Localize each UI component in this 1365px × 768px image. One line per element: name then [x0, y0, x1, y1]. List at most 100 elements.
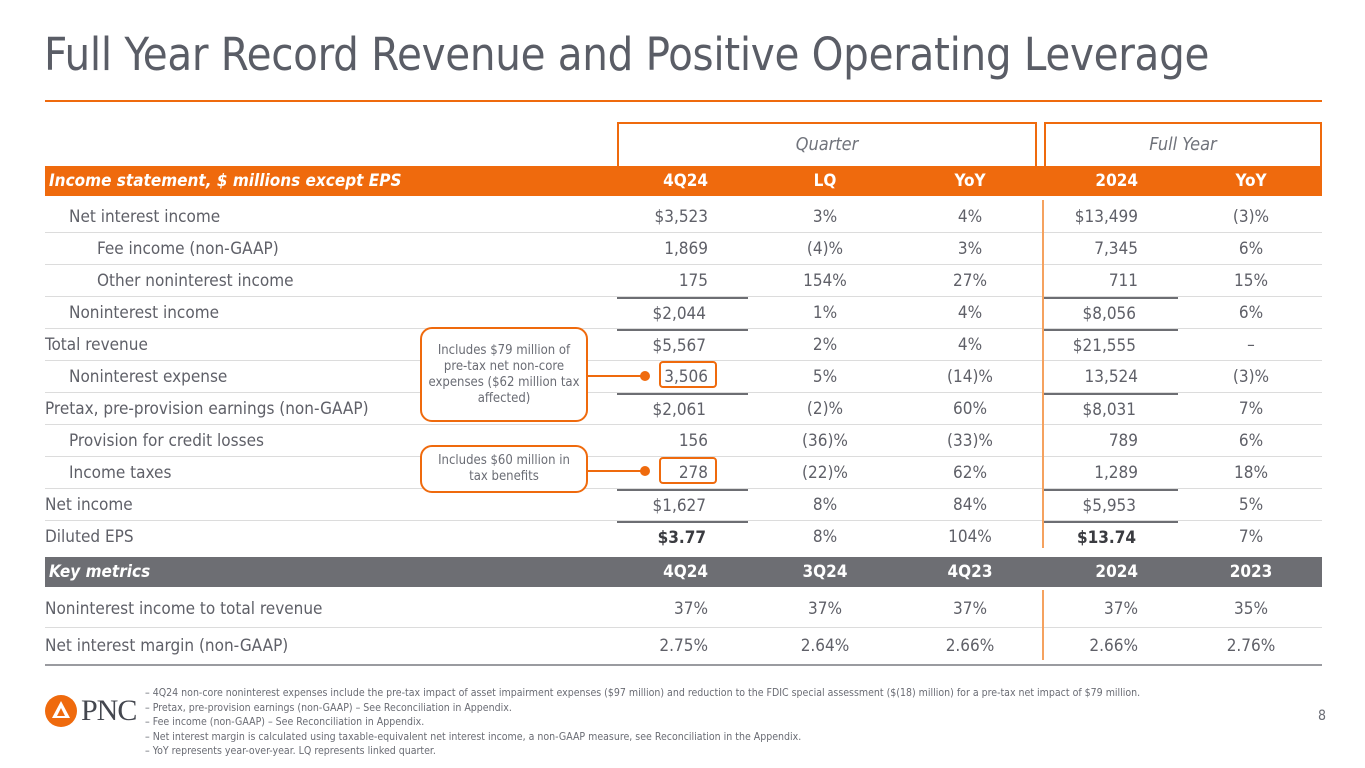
cell-value: $2,044	[617, 297, 748, 328]
cell-value: 1,289	[1094, 462, 1138, 483]
cell-value: $3,523	[654, 206, 709, 227]
row-label: Income taxes	[69, 462, 172, 483]
cell-value: 3,506	[664, 366, 708, 387]
cell-value: $13.74	[1042, 521, 1178, 553]
row-label: Pretax, pre-provision earnings (non-GAAP…	[45, 398, 369, 419]
row-label: Total revenue	[45, 334, 148, 355]
header-4q24: 4Q24	[663, 562, 708, 582]
cell-value: 4%	[957, 302, 983, 323]
cell-value: 6%	[1238, 430, 1264, 451]
table-row: Income taxes 278 (22)% 62% 1,289 18%	[45, 457, 1322, 489]
cell-value: 37%	[953, 598, 987, 619]
header-lq: LQ	[813, 171, 837, 191]
cell-value: 60%	[953, 398, 987, 419]
cell-value: 175	[678, 270, 708, 291]
header-label: Key metrics	[49, 562, 151, 582]
header-2024: 2024	[1095, 171, 1138, 191]
callout-income-taxes: Includes $60 million in tax benefits	[420, 445, 588, 493]
cell-value: 2.75%	[659, 636, 708, 656]
page-number: 8	[1318, 708, 1327, 724]
header-4q23: 4Q23	[947, 562, 993, 582]
table-row: Provision for credit losses 156 (36)% (33)%…	[45, 425, 1322, 457]
callout-dot	[640, 371, 650, 381]
cell-value: –	[1247, 334, 1255, 355]
cell-value: (2)%	[806, 398, 844, 419]
cell-value: 6%	[1238, 238, 1264, 259]
row-label: Net income	[45, 494, 133, 515]
cell-value: (3)%	[1232, 366, 1270, 387]
row-label: Diluted EPS	[45, 527, 134, 547]
quarter-group-label: Quarter	[617, 122, 1037, 166]
full-year-group-label: Full Year	[1044, 122, 1322, 166]
cell-value: (3)%	[1232, 206, 1270, 227]
logo-text: PNC	[81, 694, 137, 727]
row-label: Noninterest expense	[69, 366, 228, 387]
cell-value: 7%	[1238, 398, 1264, 419]
cell-value: $8,031	[1042, 393, 1178, 424]
cell-value: 37%	[808, 598, 842, 619]
row-label: Fee income (non-GAAP)	[97, 238, 279, 259]
header-3q24: 3Q24	[802, 562, 848, 582]
key-metrics-header: Key metrics 4Q24 3Q24 4Q23 2024 2023	[45, 557, 1322, 587]
cell-value: 278	[678, 462, 708, 483]
page-title: Full Year Record Revenue and Positive Op…	[44, 28, 1210, 81]
cell-value: 37%	[674, 598, 708, 619]
footnotes: – 4Q24 non-core noninterest expenses inc…	[145, 686, 1140, 759]
cell-value: 27%	[953, 270, 987, 291]
cell-value: 8%	[812, 494, 838, 515]
row-label: Noninterest income	[69, 302, 220, 323]
cell-value: 7%	[1238, 527, 1264, 547]
title-rule	[45, 100, 1322, 102]
cell-value: 15%	[1234, 270, 1268, 291]
cell-value: (22)%	[802, 462, 848, 483]
cell-value: $21,555	[1042, 329, 1178, 360]
cell-value: 3%	[957, 238, 983, 259]
cell-value: 2%	[812, 334, 838, 355]
cell-value: 1%	[812, 302, 838, 323]
table-row: Noninterest income $2,044 1% 4% $8,056 6%	[45, 297, 1322, 329]
cell-value: $1,627	[617, 489, 748, 520]
callout-dot	[640, 466, 650, 476]
column-divider	[1042, 590, 1044, 660]
header-2024: 2024	[1095, 562, 1138, 582]
highlight-box	[659, 457, 717, 484]
header-label: Income statement, $ millions except EPS	[49, 171, 402, 191]
cell-value: 37%	[1104, 598, 1138, 619]
table-row: Fee income (non-GAAP) 1,869 (4)% 3% 7,345 6%	[45, 233, 1322, 265]
footnote: – Fee income (non-GAAP) – See Reconcilia…	[145, 716, 425, 728]
cell-value: 711	[1108, 270, 1138, 291]
table-row: Net income $1,627 8% 84% $5,953 5%	[45, 489, 1322, 521]
cell-value: (14)%	[947, 366, 993, 387]
header-fy-yoy: YoY	[1235, 171, 1267, 191]
column-divider	[1042, 200, 1044, 548]
cell-value: 154%	[803, 270, 847, 291]
cell-value: 8%	[812, 527, 838, 547]
callout-connector	[588, 470, 644, 472]
cell-value: 2.66%	[1089, 636, 1138, 656]
row-label: Net interest margin (non-GAAP)	[45, 636, 289, 656]
header-4q24: 4Q24	[663, 171, 708, 191]
highlight-box	[659, 361, 717, 388]
cell-value: $2,061	[617, 393, 748, 424]
cell-value: 6%	[1238, 302, 1264, 323]
cell-value: 1,869	[664, 238, 708, 259]
table-row: Diluted EPS $3.77 8% 104% $13.74 7%	[45, 521, 1322, 553]
cell-value: $5,567	[617, 329, 748, 360]
cell-value: 2.76%	[1226, 636, 1276, 656]
cell-value: 35%	[1234, 598, 1268, 619]
cell-value: 18%	[1234, 462, 1268, 483]
cell-value: $3.77	[617, 521, 748, 553]
cell-value: 7,345	[1094, 238, 1138, 259]
cell-value: 104%	[948, 527, 992, 547]
table-row: Noninterest expense 3,506 5% (14)% 13,524 (3)…	[45, 361, 1322, 393]
table-row: Other noninterest income 175 154% 27% 711 15%	[45, 265, 1322, 297]
pnc-logo: PNC	[44, 694, 137, 728]
cell-value: 84%	[953, 494, 987, 515]
cell-value: $13,499	[1074, 206, 1138, 227]
cell-value: 2.66%	[945, 636, 995, 656]
table-row: Pretax, pre-provision earnings (non-GAAP…	[45, 393, 1322, 425]
cell-value: (36)%	[802, 430, 848, 451]
footnote: – Pretax, pre-provision earnings (non-GA…	[145, 701, 512, 714]
cell-value: 5%	[812, 366, 838, 387]
cell-value: 4%	[957, 334, 983, 355]
